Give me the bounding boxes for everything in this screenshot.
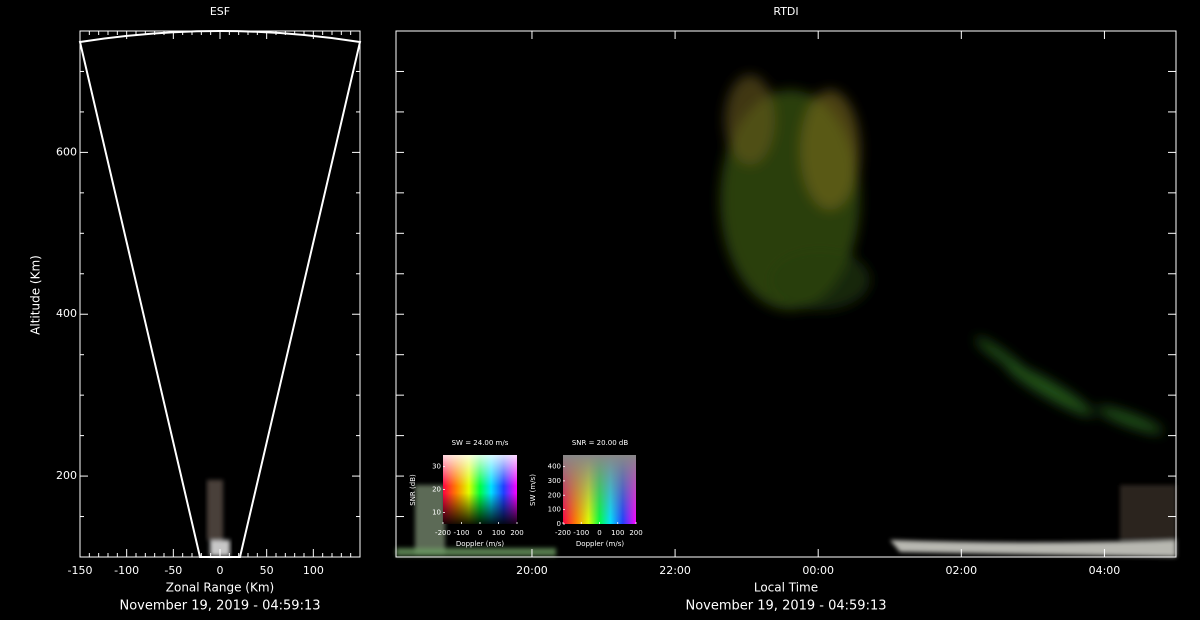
x-tick-label: -100	[454, 529, 470, 537]
x-tick-label: 0	[217, 564, 224, 577]
y-axis-label: SNR (dB)	[409, 474, 417, 506]
colorbar-sw	[563, 455, 636, 524]
x-tick-label: 50	[260, 564, 274, 577]
y-tick-label: 0	[557, 520, 561, 528]
beam-outline	[78, 30, 362, 558]
x-axis-label: Local Time	[754, 581, 818, 595]
x-tick-label: 04:00	[1089, 564, 1121, 577]
chart-title: ESF	[210, 5, 230, 18]
y-tick-label: 20	[432, 486, 441, 494]
chart-title: SW = 24.00 m/s	[452, 439, 509, 447]
x-tick-label: 100	[492, 529, 505, 537]
x-axis-label: Doppler (m/s)	[456, 540, 504, 548]
y-tick-label: 400	[548, 463, 561, 471]
x-axis-label: Doppler (m/s)	[576, 540, 624, 548]
x-tick-label: 100	[303, 564, 324, 577]
x-tick-label: 200	[510, 529, 523, 537]
y-tick-label: 200	[548, 491, 561, 499]
x-tick-label: -50	[164, 564, 182, 577]
x-tick-label: -100	[114, 564, 139, 577]
x-tick-label: -200	[435, 529, 451, 537]
x-tick-label: 100	[611, 529, 624, 537]
rtdi-echo	[720, 75, 1163, 434]
x-tick-label: 0	[597, 529, 601, 537]
x-tick-label: -150	[68, 564, 93, 577]
timestamp: November 19, 2019 - 04:59:13	[120, 599, 321, 614]
x-tick-label: 20:00	[516, 564, 548, 577]
x-tick-label: 00:00	[802, 564, 834, 577]
y-tick-label: 300	[548, 477, 561, 485]
y-tick-label: 30	[432, 463, 441, 471]
timestamp: November 19, 2019 - 04:59:13	[686, 599, 887, 614]
x-tick-label: 02:00	[945, 564, 977, 577]
chart-title: SNR = 20.00 dB	[572, 439, 629, 447]
plot-frame	[79, 30, 361, 558]
y-tick-label: 400	[56, 307, 77, 320]
y-tick-label: 100	[548, 506, 561, 514]
x-tick-label: 0	[478, 529, 482, 537]
x-tick-label: -100	[573, 529, 589, 537]
chart-title: RTDI	[773, 5, 798, 18]
y-tick-label: 200	[56, 469, 77, 482]
y-axis-label: Altitude (Km)	[29, 255, 43, 335]
esf-echo	[207, 480, 230, 556]
plot-frame	[395, 30, 1177, 558]
x-tick-label: 200	[629, 529, 642, 537]
y-tick-label: 10	[432, 509, 441, 517]
y-tick-label: 600	[56, 145, 77, 158]
x-axis-label: Zonal Range (Km)	[166, 581, 274, 595]
x-tick-label: 22:00	[659, 564, 691, 577]
x-tick-label: -200	[555, 529, 571, 537]
y-axis-label: SW (m/s)	[529, 474, 537, 506]
colorbar-snr	[443, 455, 517, 524]
